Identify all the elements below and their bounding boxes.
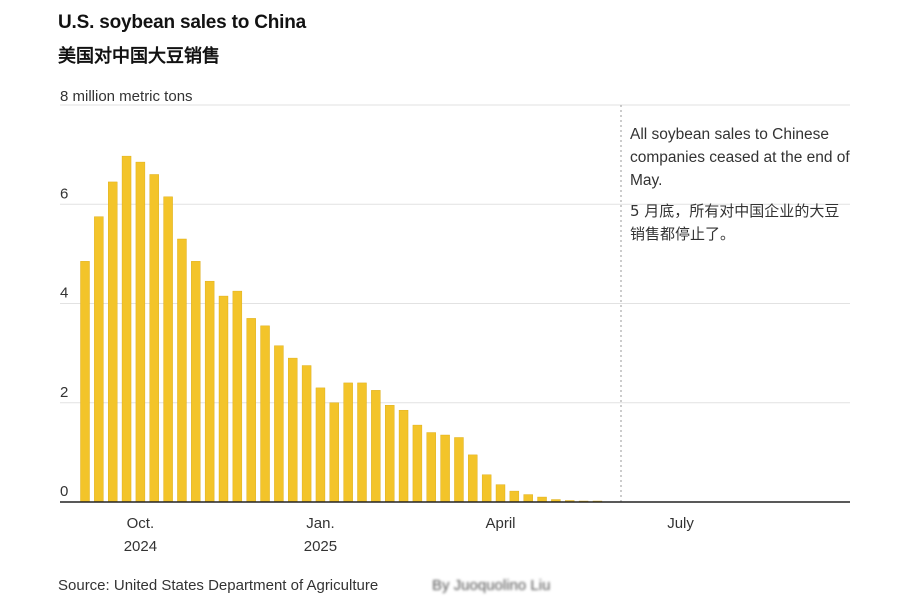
bar xyxy=(412,424,423,503)
bar xyxy=(509,490,520,503)
bar xyxy=(232,290,243,503)
bar xyxy=(163,196,173,503)
bar xyxy=(468,454,478,503)
annotation-english: All soybean sales to Chinese companies c… xyxy=(630,126,850,189)
byline: By Juoquolino Liu xyxy=(432,577,551,594)
x-tick-label: Oct. xyxy=(127,515,155,532)
y-tick-label: 8 million metric tons xyxy=(60,88,193,105)
x-axis-labels: Oct. 2024 Jan. 2025 April July xyxy=(124,515,695,555)
x-tick-label: July xyxy=(667,515,694,532)
chart-subtitle: 美国对中国大豆销售 xyxy=(58,46,220,67)
bar xyxy=(218,295,229,503)
bar xyxy=(301,365,312,503)
bar xyxy=(426,432,436,503)
x-tick-label: Jan. xyxy=(306,515,334,532)
bar xyxy=(288,357,298,503)
bar xyxy=(204,280,215,503)
x-tick-label: April xyxy=(485,515,515,532)
bar xyxy=(495,484,506,503)
bars xyxy=(80,155,603,503)
bar xyxy=(315,387,326,503)
bar xyxy=(371,390,381,503)
bar xyxy=(357,382,367,503)
bar xyxy=(80,261,90,503)
bar xyxy=(177,238,187,503)
y-tick-label: 6 xyxy=(60,185,68,202)
bar xyxy=(246,318,256,503)
annotation-chinese: 5 月底，所有对中国企业的大豆销售都停止了。 xyxy=(630,202,840,243)
bar xyxy=(454,437,464,503)
bar xyxy=(398,409,409,503)
y-tick-label: 2 xyxy=(60,384,68,401)
bar xyxy=(274,345,284,503)
y-axis-labels: 0 2 4 6 8 million metric tons xyxy=(60,88,193,500)
bar xyxy=(440,434,450,503)
bar xyxy=(385,405,395,503)
bar xyxy=(343,382,353,503)
bar xyxy=(329,402,339,503)
bar xyxy=(523,494,533,503)
bar xyxy=(191,261,201,503)
bar xyxy=(121,155,132,503)
bar xyxy=(107,181,118,503)
y-tick-label: 0 xyxy=(60,483,68,500)
x-tick-year-label: 2024 xyxy=(124,538,157,555)
bar xyxy=(135,161,146,503)
chart-title: U.S. soybean sales to China xyxy=(58,12,307,33)
bar xyxy=(481,474,492,503)
bar xyxy=(260,325,270,503)
bar xyxy=(94,216,104,503)
source-note: Source: United States Department of Agri… xyxy=(58,577,379,594)
bar xyxy=(149,174,159,503)
x-tick-year-label: 2025 xyxy=(304,538,337,555)
y-tick-label: 4 xyxy=(60,285,68,302)
